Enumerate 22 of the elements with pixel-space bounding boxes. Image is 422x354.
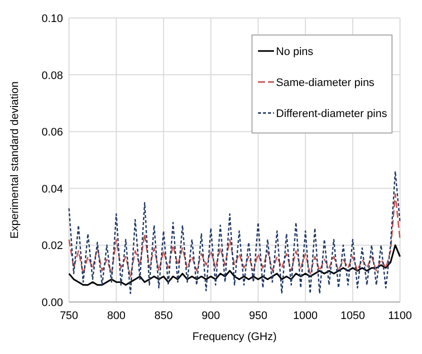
line-series <box>68 244 401 286</box>
legend-label: Same-diameter pins <box>276 77 375 89</box>
y-axis-title: Experimental standard deviation <box>9 81 21 239</box>
x-tick-label: 1000 <box>293 310 318 322</box>
legend-label: No pins <box>276 46 314 58</box>
x-tick-label: 950 <box>248 310 268 322</box>
x-tick-label: 850 <box>154 310 173 322</box>
line-series <box>68 193 401 278</box>
line-series <box>68 170 401 294</box>
x-tick-label: 800 <box>107 310 126 322</box>
y-tick-label: 0.02 <box>42 240 63 252</box>
x-tick-label: 750 <box>60 310 78 322</box>
y-tick-label: 0.04 <box>42 183 63 196</box>
x-tick-label: 1100 <box>388 310 412 322</box>
y-tick-label: 0.06 <box>42 126 63 139</box>
y-tick-label: 0.08 <box>42 70 63 82</box>
y-tick-label: 0.10 <box>42 13 63 25</box>
x-axis-title: Frequency (GHz) <box>192 331 277 343</box>
legend-label: Different-diameter pins <box>276 108 388 120</box>
x-tick-label: 900 <box>202 310 220 322</box>
x-tick-label: 1050 <box>340 310 365 322</box>
y-tick-label: 0.00 <box>42 297 63 309</box>
